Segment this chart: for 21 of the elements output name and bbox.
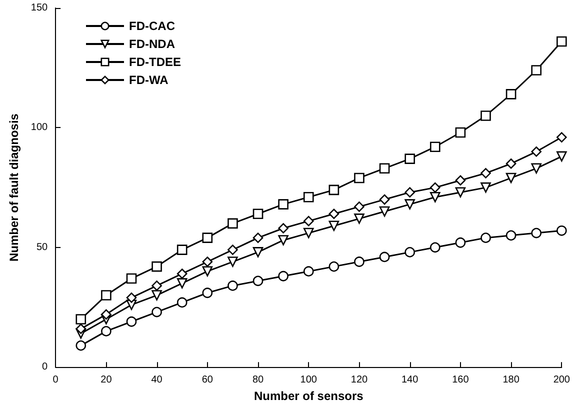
x-axis-title: Number of sensors [254,389,364,403]
x-tick-label: 160 [452,374,470,386]
y-tick-label: 0 [42,362,48,373]
y-tick-label: 150 [30,2,48,14]
x-tick-label: 20 [100,374,112,386]
x-tick-label: 0 [52,374,59,386]
x-tick-label: 180 [502,374,520,386]
legend-label: FD-WA [129,73,169,87]
x-tick-label: 200 [553,374,570,386]
x-tick-label: 140 [401,374,419,386]
legend-label: FD-TDEE [129,55,181,69]
legend-label: FD-CAC [129,19,176,33]
y-tick-label: 100 [30,122,48,134]
x-tick-label: 100 [300,374,318,386]
x-tick-label: 40 [151,374,163,386]
x-tick-label: 80 [252,374,264,386]
y-tick-label: 50 [36,242,48,253]
x-tick-label: 60 [202,374,214,386]
y-axis-title: Number of fault diagnosis [7,113,21,262]
legend-label: FD-NDA [129,37,176,51]
x-tick-label: 120 [350,374,368,386]
